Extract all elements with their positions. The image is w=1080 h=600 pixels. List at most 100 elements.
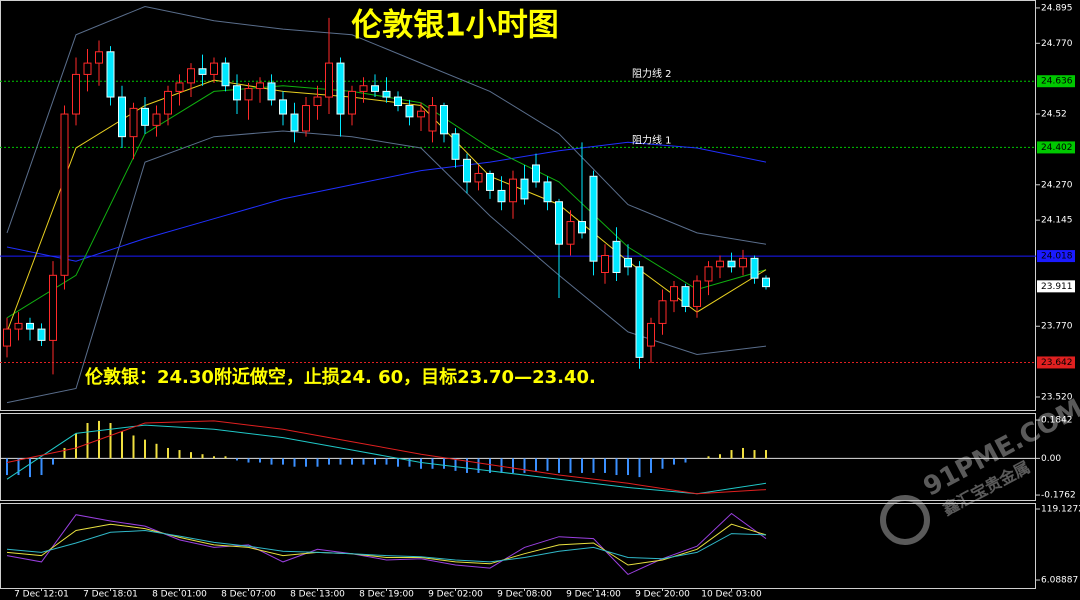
candle-body: [244, 88, 253, 101]
candle-body: [762, 277, 770, 288]
x-tick-label: 8 Dec 13:00: [290, 590, 345, 600]
level-price-label: 24.018: [1041, 252, 1073, 262]
x-tick-label: 9 Dec 02:00: [428, 590, 483, 600]
candle-body: [566, 221, 575, 245]
candle-body: [336, 62, 345, 115]
level-price-label: 24.636: [1041, 77, 1073, 87]
candle-body: [486, 172, 494, 191]
candle-body: [152, 113, 161, 126]
series-line: [6, 512, 767, 576]
candle-body: [267, 82, 276, 101]
candle-body: [37, 328, 46, 341]
candle-body: [739, 257, 747, 268]
plot-layer: 24.895 24.770 24.52 24.270 24.145 23.770 23.52…: [0, 3, 1080, 600]
candle-body: [348, 90, 356, 115]
panel-frames: [0, 0, 1036, 589]
x-tick-label: 7 Dec 12:01: [14, 590, 69, 600]
candle-body: [60, 113, 69, 276]
price-marker-box: [1037, 280, 1075, 293]
candle-body: [118, 96, 126, 138]
candle-body: [405, 105, 414, 118]
x-tick-label: 7 Dec 18:01: [83, 590, 138, 600]
level-price-label: 24.402: [1041, 143, 1073, 153]
candle-body: [279, 99, 287, 115]
y-tick-label: 23.770: [1041, 322, 1073, 332]
x-tick-label: 8 Dec 19:00: [359, 590, 414, 600]
candle-body: [221, 62, 230, 87]
candle-body: [647, 322, 655, 347]
candle-body: [394, 96, 402, 107]
candle-body: [325, 62, 333, 98]
series-line: [6, 420, 767, 495]
candle-body: [164, 90, 172, 115]
candle-body: [681, 286, 690, 307]
candle-body: [509, 178, 517, 203]
level-price-box: [1037, 250, 1075, 263]
candle-body: [497, 189, 506, 203]
candle-body: [635, 266, 644, 358]
y-tick-label: 24.145: [1041, 216, 1073, 226]
candle-body: [704, 266, 713, 282]
x-tick-label: 8 Dec 07:00: [221, 590, 276, 600]
candle-body: [750, 257, 759, 279]
y-tick-label: -0.1762: [1041, 491, 1076, 501]
series-line: [6, 523, 767, 566]
macd-frame: [0, 413, 1036, 501]
candle-body: [95, 51, 103, 64]
x-tick-label: 9 Dec 14:00: [566, 590, 621, 600]
x-tick-label: 10 Dec 03:00: [701, 590, 762, 600]
candle-body: [727, 260, 736, 268]
level-price-box: [1037, 356, 1075, 369]
watermark-logo: [880, 495, 930, 545]
candle-body: [693, 280, 701, 307]
candle-body: [3, 328, 11, 347]
candle-body: [451, 133, 460, 160]
candle-body: [589, 175, 598, 262]
candle-body: [601, 255, 609, 273]
x-tick-label: 9 Dec 20:00: [635, 590, 690, 600]
x-tick-label: 8 Dec 01:00: [152, 590, 207, 600]
candle-body: [129, 107, 138, 138]
y-tick-label: 0.1842: [1041, 416, 1073, 426]
y-tick-label: 119.1272: [1041, 505, 1080, 515]
candle-body: [474, 172, 483, 183]
candle-body: [14, 322, 23, 330]
series-line: [6, 529, 767, 563]
candle-body: [382, 90, 391, 98]
series-line: [6, 424, 767, 495]
candle-body: [187, 68, 195, 84]
candle-body: [175, 82, 184, 92]
candle-body: [198, 68, 207, 75]
main-plot: [0, 5, 1036, 404]
candle-body: [49, 274, 57, 341]
candle-body: [612, 240, 621, 273]
candle-body: [256, 82, 264, 90]
candle-body: [463, 158, 471, 183]
y-tick-label: 23.520: [1041, 392, 1073, 402]
candle-body: [302, 105, 310, 132]
candle-body: [428, 105, 437, 132]
series-line: [6, 141, 767, 262]
oscillator-plot: [6, 512, 767, 576]
candle-body: [716, 260, 724, 268]
level-label: 阻力线 2: [632, 67, 672, 80]
candle-body: [26, 322, 34, 330]
level-price-box: [1037, 141, 1075, 154]
series-line: [6, 5, 767, 245]
candle-body: [670, 286, 678, 302]
price-marker-label: 23.911: [1041, 282, 1073, 292]
candle-body: [359, 85, 368, 92]
candle-body: [520, 178, 529, 200]
y-tick-label: 24.895: [1041, 3, 1073, 13]
macd-plot: [0, 420, 1036, 495]
candle-body: [83, 62, 92, 75]
chart-title: 伦敦银1小时图: [351, 8, 559, 44]
candle-body: [210, 62, 218, 75]
x-tick-label: 9 Dec 08:00: [497, 590, 552, 600]
candle-body: [106, 51, 115, 98]
candle-body: [624, 257, 632, 268]
candle-body: [141, 107, 149, 126]
candle-body: [543, 181, 552, 203]
